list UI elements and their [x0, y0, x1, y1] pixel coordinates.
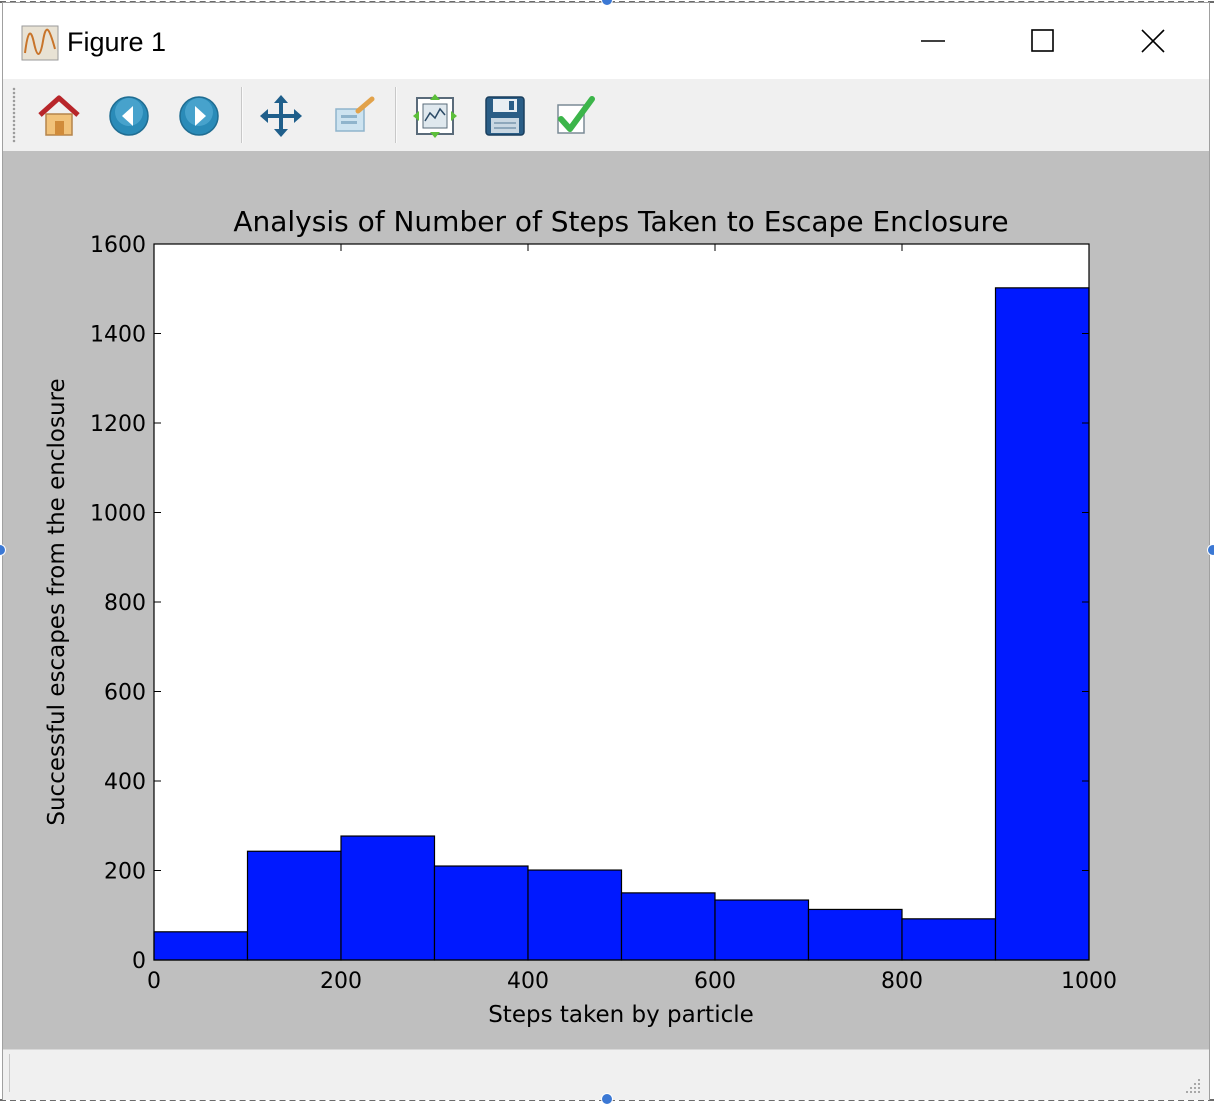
maximize-button[interactable]	[1013, 13, 1073, 69]
navigation-toolbar	[3, 79, 1209, 152]
histogram-bar	[527, 869, 623, 961]
close-icon	[1141, 29, 1165, 53]
zoom-icon	[335, 96, 375, 132]
zoom-button[interactable]	[328, 91, 378, 141]
y-axis-label: Successful escapes from the enclosure	[44, 378, 70, 825]
plot-area	[154, 244, 1089, 960]
histogram-bar	[340, 835, 436, 961]
minimize-icon	[921, 40, 945, 42]
chart-title: Analysis of Number of Steps Taken to Esc…	[233, 205, 1008, 238]
forward-button[interactable]	[174, 91, 224, 141]
toolbar-separator	[395, 87, 397, 143]
window-title: Figure 1	[67, 27, 167, 57]
status-divider	[9, 1054, 12, 1092]
y-tick-label: 800	[104, 591, 146, 616]
subplots-icon	[413, 94, 457, 138]
y-tick-label: 1000	[90, 502, 146, 527]
histogram-bar	[714, 899, 810, 961]
histogram-chart: 0 200 400 600 800 1000 0 200 400 600 800 1000 1200 1…	[44, 205, 1117, 1028]
back-button[interactable]	[104, 91, 154, 141]
minimize-button[interactable]	[903, 13, 963, 69]
x-tick-label: 800	[881, 969, 923, 994]
x-tick-label: 1000	[1061, 969, 1117, 994]
subplots-button[interactable]	[410, 91, 460, 141]
home-icon	[38, 95, 80, 136]
save-icon	[485, 96, 525, 136]
edit-check-icon	[557, 96, 595, 134]
pan-icon	[260, 95, 302, 137]
histogram-bar	[620, 892, 716, 961]
x-tick-label: 600	[694, 969, 736, 994]
home-button[interactable]	[34, 91, 84, 141]
close-button[interactable]	[1123, 13, 1183, 69]
toolbar-separator	[241, 87, 243, 143]
y-tick-label: 1600	[90, 233, 146, 258]
back-icon	[109, 96, 149, 136]
figure-app-icon	[21, 25, 59, 61]
histogram-bar	[994, 287, 1090, 961]
resize-handle-bottom[interactable]	[601, 1093, 613, 1105]
y-tick-label: 200	[104, 860, 146, 885]
figure-canvas[interactable]: 0 200 400 600 800 1000 0 200 400 600 800 1000 1200 1…	[3, 151, 1209, 1049]
save-button[interactable]	[480, 91, 530, 141]
histogram-bar	[433, 865, 529, 961]
histogram-bar	[901, 918, 997, 961]
resize-grip-icon[interactable]	[1183, 1076, 1203, 1096]
y-tick-label: 600	[104, 681, 146, 706]
forward-icon	[179, 96, 219, 136]
y-tick-label: 400	[104, 770, 146, 795]
maximize-icon	[1031, 29, 1054, 52]
x-tick-label: 0	[147, 969, 161, 994]
x-axis-label: Steps taken by particle	[488, 1002, 754, 1028]
pan-button[interactable]	[256, 91, 306, 141]
status-bar	[3, 1049, 1209, 1100]
edit-parameters-button[interactable]	[550, 91, 600, 141]
histogram-bar	[807, 908, 903, 961]
histogram-bar	[246, 850, 342, 961]
title-bar: Figure 1	[3, 3, 1209, 79]
x-tick-label: 200	[320, 969, 362, 994]
y-tick-label: 1200	[90, 412, 146, 437]
toolbar-grip[interactable]	[12, 87, 16, 143]
y-tick-label: 1400	[90, 323, 146, 348]
resize-handle-right[interactable]	[1207, 544, 1214, 556]
histogram-bar	[153, 931, 249, 961]
y-tick-label: 0	[132, 949, 146, 974]
x-tick-label: 400	[507, 969, 549, 994]
